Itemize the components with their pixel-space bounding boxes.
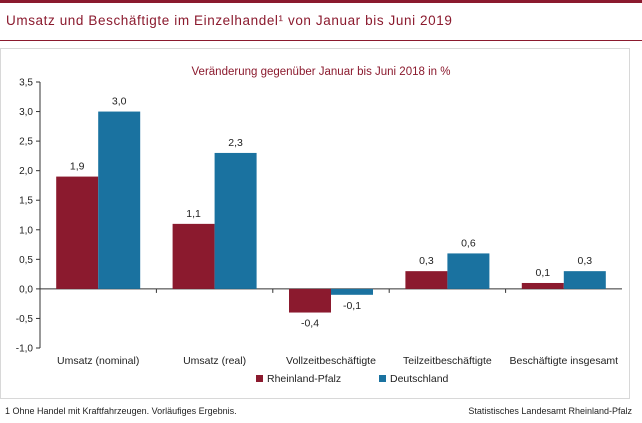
chart-frame [0,48,630,399]
y-tick-label: 1,5 [19,196,33,207]
x-category-label: Umsatz (real) [183,355,246,367]
data-label: -0,4 [301,318,319,330]
bar [98,111,141,289]
y-tick-label: -1,0 [16,344,34,355]
bar [331,288,373,295]
x-category-label: Vollzeitbeschäftigte [286,355,376,367]
bar [521,282,564,289]
data-label: 3,0 [112,96,127,108]
y-tick-label: 3,5 [19,78,33,89]
title-divider [0,40,642,41]
legend-swatch [379,375,386,382]
source-note: Statistisches Landesamt Rheinland-Pfalz [468,406,632,416]
y-tick-label: 0,0 [19,284,33,295]
y-tick-label: 1,0 [19,225,33,236]
y-tick-label: 0,5 [19,255,33,266]
data-label: 0,1 [535,267,550,279]
data-label: 1,9 [70,161,85,173]
bar [56,176,99,289]
bar [447,253,490,289]
chart-subtitle: Veränderung gegenüber Januar bis Juni 20… [191,66,451,78]
footnote: 1 Ohne Handel mit Kraftfahrzeugen. Vorlä… [5,406,237,416]
data-label: -0,1 [343,300,361,312]
y-tick-label: -0,5 [16,314,34,325]
legend-label: Rheinland-Pfalz [267,373,341,385]
x-category-label: Teilzeitbeschäftigte [403,355,492,367]
x-category-label: Umsatz (nominal) [57,355,139,367]
y-tick-label: 3,0 [19,107,33,118]
legend-label: Deutschland [390,373,449,385]
bar [563,271,606,289]
x-category-label: Beschäftigte insgesamt [510,355,619,367]
y-tick-label: 2,5 [19,137,33,148]
top-accent-bar [0,0,642,3]
y-tick-label: 2,0 [19,166,33,177]
bar [405,271,448,289]
legend-swatch [256,375,263,382]
data-label: 0,6 [461,237,476,249]
data-label: 0,3 [419,255,434,267]
data-label: 0,3 [577,255,592,267]
page-title: Umsatz und Beschäftigte im Einzelhandel¹… [6,13,453,28]
bar [289,288,331,313]
data-label: 2,3 [228,137,243,149]
bar [172,223,215,289]
data-label: 1,1 [186,208,201,220]
bar [214,152,257,289]
